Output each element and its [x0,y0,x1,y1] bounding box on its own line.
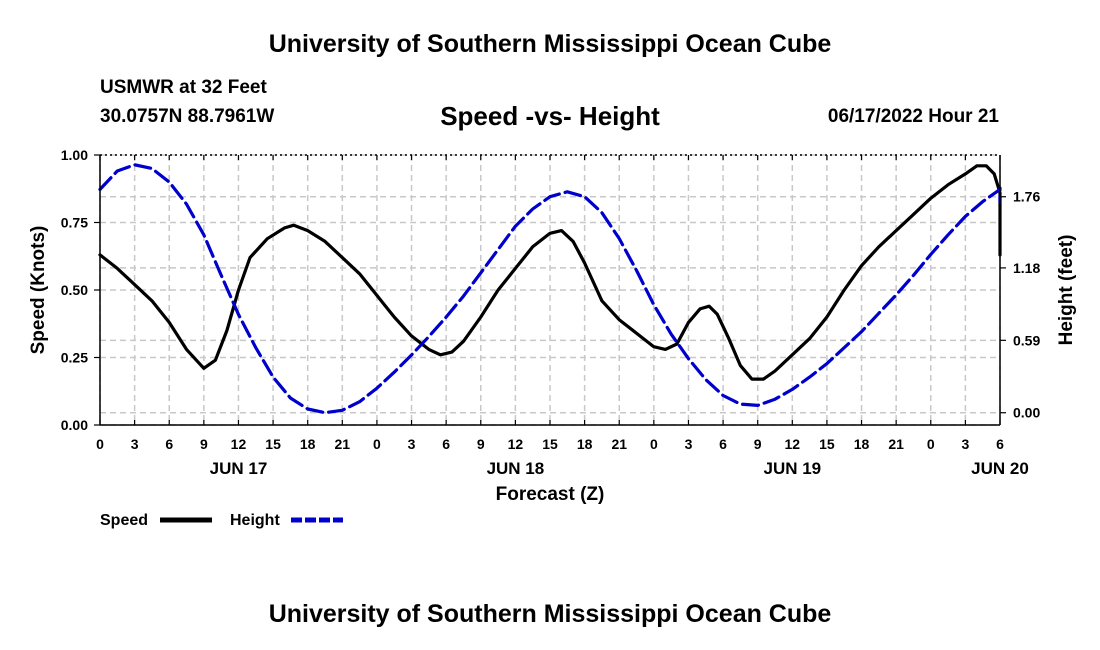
x-tick-label: 9 [754,436,762,452]
x-tick-label: 9 [477,436,485,452]
y2-tick-label: 0.59 [1013,332,1040,348]
x-tick-label: 15 [819,436,835,452]
y-tick-label: 1.00 [61,147,88,163]
date-label: JUN 17 [210,459,268,478]
x-tick-label: 18 [300,436,316,452]
x-tick-label: 12 [785,436,801,452]
x-tick-label: 15 [542,436,558,452]
x-tick-label: 12 [508,436,524,452]
x-tick-label: 0 [96,436,104,452]
y-tick-label: 0.75 [61,215,88,231]
y2-tick-label: 1.18 [1013,260,1040,276]
x-tick-label: 6 [165,436,173,452]
legend-label-speed: Speed [100,512,148,529]
x-tick-label: 6 [442,436,450,452]
y2-axis-label: Height (feet) [1056,235,1077,346]
x-tick-label: 3 [961,436,969,452]
x-tick-label: 21 [888,436,904,452]
chart-title: University of Southern Mississippi Ocean… [268,30,832,58]
x-tick-label: 3 [408,436,416,452]
chart-subtitle: Speed -vs- Height [440,101,660,131]
x-tick-label: 21 [335,436,351,452]
x-tick-label: 18 [854,436,870,452]
x-tick-label: 0 [650,436,658,452]
legend-label-height: Height [230,512,280,529]
y2-tick-label: 1.76 [1013,189,1040,205]
footer-title: University of Southern Mississippi Ocean… [268,600,832,628]
x-tick-label: 21 [611,436,627,452]
forecast-datestamp: 06/17/2022 Hour 21 [827,106,999,127]
series-line-height [98,163,1002,415]
x-tick-label: 6 [996,436,1004,452]
y-tick-label: 0.00 [61,417,88,433]
date-label: JUN 18 [487,459,545,478]
y-tick-label: 0.50 [61,282,88,298]
y-axis-label: Speed (Knots) [28,226,49,355]
y-tick-label: 0.25 [61,350,88,366]
x-tick-label: 18 [577,436,593,452]
x-tick-label: 3 [685,436,693,452]
date-label: JUN 20 [971,459,1029,478]
station-label: USMWR at 32 Feet [100,77,267,98]
station-coordinates: 30.0757N 88.7961W [100,106,275,127]
x-tick-label: 6 [719,436,727,452]
x-tick-label: 0 [373,436,381,452]
series-line-speed [98,164,1002,381]
legend: Speed Height [100,512,343,529]
x-tick-label: 3 [131,436,139,452]
date-label: JUN 19 [763,459,821,478]
x-tick-label: 15 [265,436,281,452]
y2-tick-label: 0.00 [1013,405,1040,421]
x-tick-label: 9 [200,436,208,452]
x-tick-label: 12 [231,436,247,452]
x-axis-label: Forecast (Z) [496,484,605,505]
x-tick-label: 0 [927,436,935,452]
